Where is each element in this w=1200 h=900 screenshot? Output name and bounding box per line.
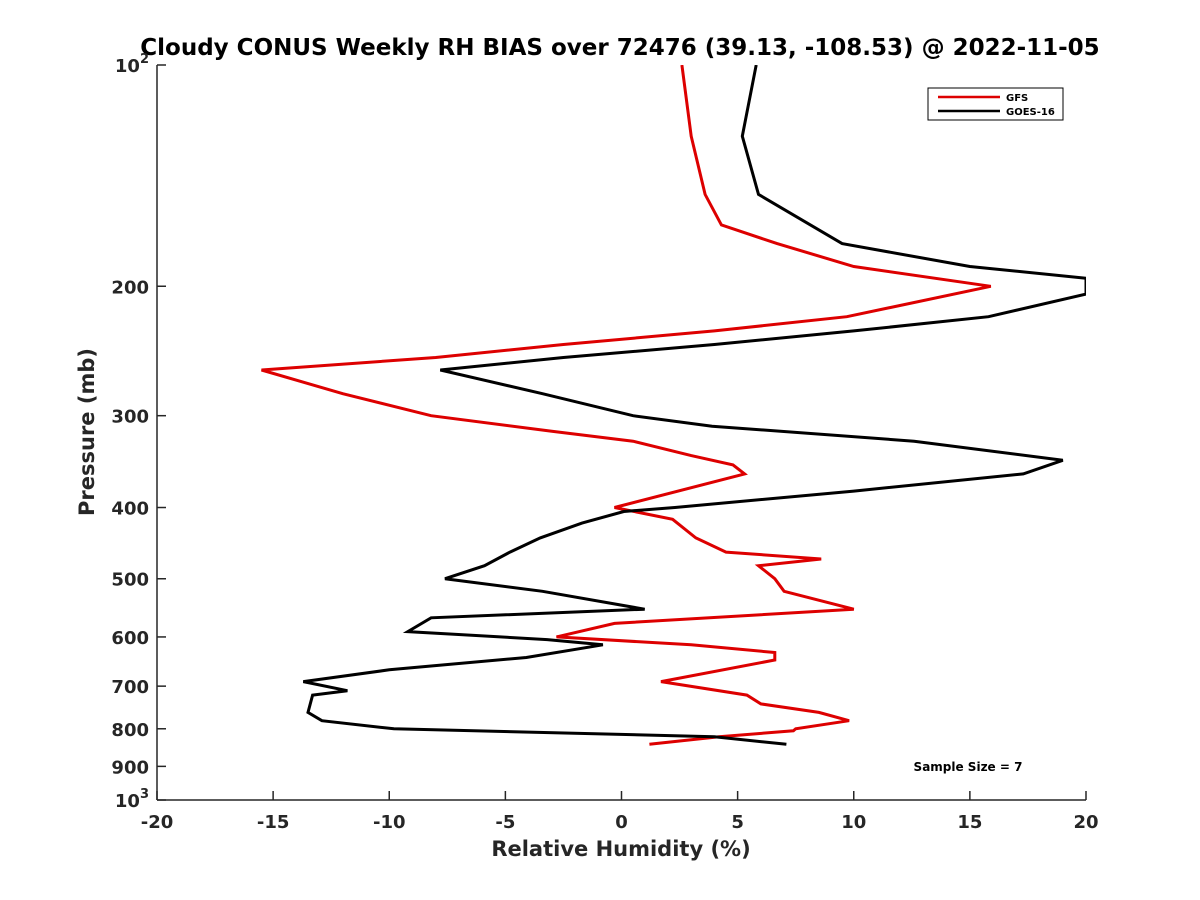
x-tick-label: 0 [615, 812, 628, 833]
y-tick-label: 900 [111, 757, 149, 778]
plot-frame [157, 65, 1086, 800]
legend-label-gfs: GFS [1006, 93, 1028, 104]
y-tick-label: 200 [111, 277, 149, 298]
x-tick-label: -5 [495, 812, 515, 833]
y-tick-label: 700 [111, 677, 149, 698]
legend-label-goes16: GOES-16 [1006, 107, 1055, 118]
x-tick-label: 5 [731, 812, 744, 833]
y-tick-label: 300 [111, 407, 149, 428]
chart-title: Cloudy CONUS Weekly RH BIAS over 72476 (… [140, 35, 1099, 61]
x-tick-label: 15 [957, 812, 982, 833]
y-tick-label: 102 [115, 52, 149, 77]
y-tick-base: 200 [111, 277, 149, 298]
x-tick-label: 20 [1073, 812, 1098, 833]
legend: GFS GOES-16 [927, 87, 1064, 121]
x-tick-label: -20 [141, 812, 174, 833]
y-tick-label: 400 [111, 499, 149, 520]
x-axis-label: Relative Humidity (%) [491, 837, 750, 861]
x-tick-label: -15 [257, 812, 290, 833]
x-tick-label: -10 [373, 812, 406, 833]
y-tick-base: 800 [111, 720, 149, 741]
y-tick-base: 400 [111, 499, 149, 520]
y-tick-base: 600 [111, 628, 149, 649]
legend-box [927, 87, 1064, 121]
y-tick-label: 600 [111, 628, 149, 649]
y-tick-exponent: 2 [140, 52, 149, 67]
y-tick-base: 700 [111, 677, 149, 698]
series-line-gfs [261, 65, 992, 746]
y-tick-exponent: 3 [140, 787, 149, 802]
y-tick-base: 500 [111, 570, 149, 591]
plot-area [261, 65, 1086, 746]
y-tick-label: 500 [111, 570, 149, 591]
y-tick-base: 300 [111, 407, 149, 428]
y-tick-label: 103 [115, 787, 149, 812]
y-tick-base: 10 [115, 56, 140, 77]
y-tick-base: 900 [111, 757, 149, 778]
series-line-goes16 [302, 65, 1086, 746]
x-tick-label: 10 [841, 812, 866, 833]
y-axis-label: Pressure (mb) [75, 348, 99, 516]
y-tick-label: 800 [111, 720, 149, 741]
sample-size-annotation: Sample Size = 7 [914, 760, 1023, 774]
y-tick-base: 10 [115, 791, 140, 812]
x-ticks: -20 -15 -10 -5 0 5 10 15 20 [141, 791, 1099, 833]
